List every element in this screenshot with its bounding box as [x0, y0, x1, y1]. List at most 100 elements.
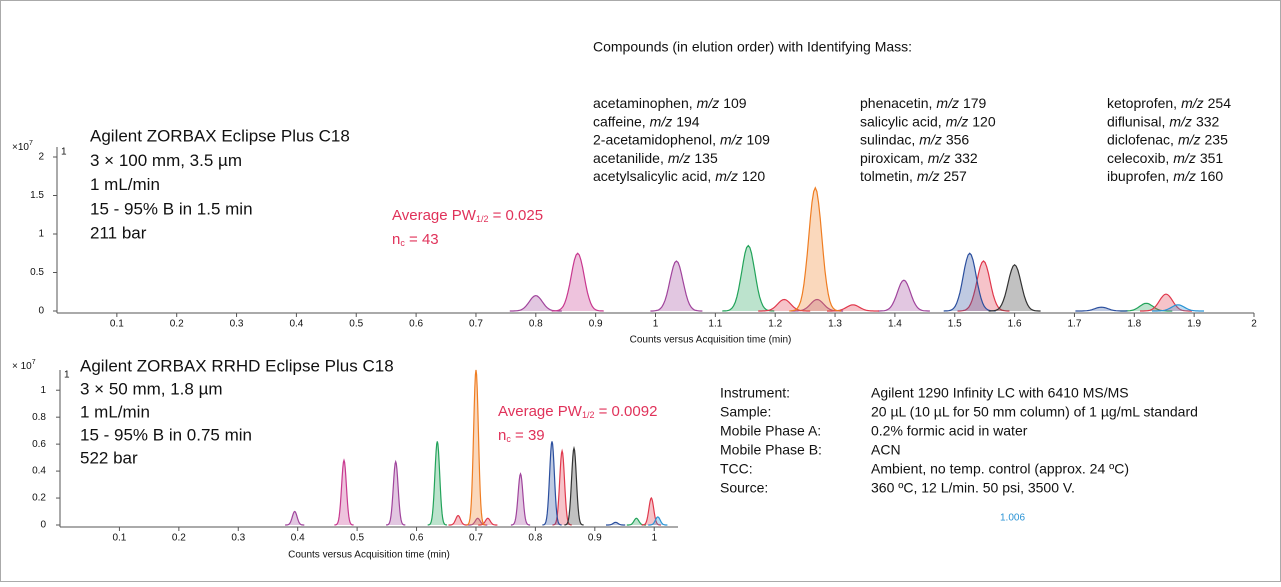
mz-label: m/z — [946, 113, 969, 129]
condition-label: Mobile Phase B: — [720, 442, 822, 458]
nc: nc = 43 — [392, 231, 439, 248]
x-tick-label: 0.1 — [112, 533, 126, 544]
compound-name: diflunisal, — [1107, 113, 1165, 129]
pw: Average PW1/2 = 0.025 — [392, 207, 543, 224]
compound-name: acetaminophen, — [593, 95, 693, 111]
column-info: 15 - 95% B in 0.75 min — [80, 425, 252, 444]
y-multiplier-text: ×10 — [12, 142, 29, 153]
peak — [551, 252, 604, 312]
mz-value: 257 — [943, 168, 967, 184]
compound-name: celecoxib, — [1107, 150, 1169, 166]
condition-label: Mobile Phase A: — [720, 423, 821, 439]
mz-label: m/z — [697, 95, 720, 111]
mz-value: 109 — [747, 131, 771, 147]
x-tick-label: 0.3 — [230, 319, 244, 330]
x-tick-label: 0.6 — [410, 533, 424, 544]
y-tick-label: 1 — [38, 229, 44, 240]
mz-label: m/z — [1181, 95, 1204, 111]
nc-rest: = 43 — [405, 231, 439, 248]
compound-name: 2-acetamidophenol, — [593, 131, 716, 147]
y-tick-label: 1.5 — [30, 190, 44, 201]
peak — [943, 252, 996, 312]
peak — [1152, 304, 1204, 312]
nc-sub: c — [506, 434, 511, 444]
mz-value: 120 — [972, 113, 996, 129]
nc-text: n — [392, 231, 400, 248]
x-tick-label: 0.8 — [528, 533, 542, 544]
y-tick-label: 0.6 — [32, 439, 46, 450]
x-tick-label: 0.7 — [469, 533, 483, 544]
y-mark: 1 — [64, 370, 70, 381]
y-tick-label: 1 — [40, 385, 46, 396]
peak — [427, 441, 447, 526]
x-axis-label: Counts versus Acquisition time (min) — [288, 550, 450, 561]
peak — [827, 304, 879, 312]
column-info: 3 × 50 mm, 1.8 µm — [80, 379, 223, 398]
peak — [641, 496, 661, 526]
column-info: 1 mL/min — [90, 175, 160, 194]
y-multiplier-sup: 7 — [29, 140, 33, 147]
mz-label: m/z — [917, 168, 940, 184]
conditions: Instrument: Agilent 1290 Infinity LC with… — [720, 385, 1198, 496]
compound: ibuprofen, m/z 160 — [1107, 168, 1223, 184]
peak — [386, 459, 406, 526]
peak — [564, 445, 584, 526]
mz-value: 160 — [1200, 168, 1224, 184]
peak — [650, 260, 703, 312]
x-tick-label: 0.9 — [588, 533, 602, 544]
column-info: 15 - 95% B in 1.5 min — [90, 199, 253, 218]
column-info: Agilent ZORBAX RRHD Eclipse Plus C18 — [80, 356, 394, 375]
y-multiplier-sup: 7 — [32, 359, 36, 366]
mz-value: 135 — [694, 150, 718, 166]
peak — [957, 260, 1010, 312]
mz-value: 254 — [1208, 95, 1232, 111]
mz-label: m/z — [650, 113, 673, 129]
column-info: 3 × 100 mm, 3.5 µm — [90, 151, 242, 170]
peak — [606, 521, 626, 526]
x-axis-label: Counts versus Acquisition time (min) — [630, 335, 792, 346]
peak — [285, 510, 305, 526]
y-multiplier: × 107 — [12, 359, 36, 372]
compound-name: caffeine, — [593, 113, 646, 129]
mz-value: 120 — [742, 168, 766, 184]
x-tick-label: 0.5 — [349, 319, 363, 330]
condition-label: TCC: — [720, 461, 753, 477]
x-tick-label: 1.5 — [948, 319, 962, 330]
x-tick-label: 0.3 — [231, 533, 245, 544]
column-info: 211 bar — [90, 224, 147, 243]
peak — [1140, 293, 1192, 312]
pw-rest: = 0.0092 — [594, 403, 657, 420]
mz-label: m/z — [1169, 113, 1192, 129]
y-tick-label: 0.5 — [30, 267, 44, 278]
x-tick-label: 1.7 — [1067, 319, 1081, 330]
y-tick-label: 0.4 — [32, 466, 46, 477]
compound: 2-acetamidophenol, m/z 109 — [593, 131, 770, 147]
peak — [510, 472, 531, 526]
condition-label: Sample: — [720, 404, 771, 420]
y-multiplier: ×107 — [12, 140, 33, 153]
mz-value: 356 — [946, 131, 970, 147]
x-tick-label: 0.2 — [170, 319, 184, 330]
mz-value: 109 — [723, 95, 747, 111]
column-info: 522 bar — [80, 448, 138, 467]
compounds-title: Compounds (in elution order) with Identi… — [593, 39, 912, 55]
peak — [789, 186, 842, 312]
x-tick-label: 0.4 — [291, 533, 305, 544]
compound-name: salicylic acid, — [860, 113, 942, 129]
compound: diflunisal, m/z 332 — [1107, 113, 1220, 129]
compound: tolmetin, m/z 257 — [860, 168, 967, 184]
x-tick-label: 2 — [1251, 319, 1257, 330]
peak — [758, 298, 811, 312]
x-tick-label: 0.7 — [469, 319, 483, 330]
compound-name: ibuprofen, — [1107, 168, 1169, 184]
compound-name: tolmetin, — [860, 168, 913, 184]
y-tick-label: 0.2 — [32, 493, 46, 504]
condition-value: ACN — [871, 442, 901, 458]
nc: nc = 39 — [498, 427, 545, 444]
x-tick-label: 0.6 — [409, 319, 423, 330]
compound: phenacetin, m/z 179 — [860, 95, 987, 111]
compound-name: ketoprofen, — [1107, 95, 1177, 111]
compound: diclofenac, m/z 235 — [1107, 131, 1228, 147]
